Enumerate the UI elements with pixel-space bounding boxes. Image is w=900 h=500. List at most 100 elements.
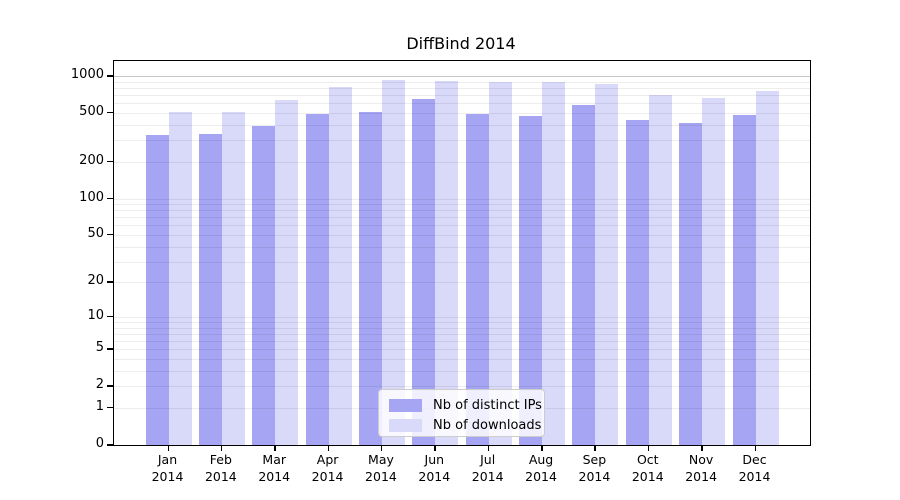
bar-downloads-sep [595, 84, 619, 445]
y-tick-mark [107, 348, 113, 350]
y-tick-mark [107, 197, 113, 199]
gridline-20 [114, 282, 810, 284]
x-tick-label-nov: Nov 2014 [673, 451, 729, 485]
gridline-7 [114, 333, 810, 335]
y-tick-label-100: 100 [79, 189, 104, 205]
bar-distinct-ips-feb [198, 133, 222, 445]
y-tick-mark [107, 281, 113, 283]
x-tick-label-jun: Jun 2014 [406, 451, 462, 485]
y-tick-label-1000: 1000 [70, 67, 104, 82]
chart-title: DiffBind 2014 [406, 34, 516, 53]
legend-label-downloads: Nb of downloads [433, 417, 542, 433]
bar-downloads-jun [435, 81, 459, 445]
y-tick-mark [107, 111, 113, 114]
bar-downloads-dec [755, 91, 779, 445]
y-tick-mark [107, 233, 113, 236]
gridline-60 [114, 225, 810, 227]
x-tick-label-mar: Mar 2014 [246, 451, 302, 485]
y-tick-mark [107, 315, 113, 318]
gridline-400 [114, 124, 810, 126]
gridline-10 [114, 316, 810, 318]
gridline-300 [114, 140, 810, 142]
x-tick-label-dec: Dec 2014 [727, 451, 783, 485]
gridline-4 [114, 359, 810, 360]
bar-downloads-mar [275, 99, 299, 445]
x-tick-mark [380, 446, 383, 451]
legend: Nb of distinct IPs Nb of downloads [378, 389, 545, 437]
month-label: Apr [316, 452, 339, 467]
x-tick-label-may: May 2014 [353, 451, 409, 485]
bar-distinct-ips-apr [305, 114, 329, 445]
x-tick-mark [594, 446, 596, 451]
year-label: 2014 [258, 469, 291, 484]
bar-downloads-jan [168, 111, 192, 445]
legend-item-downloads: Nb of downloads [389, 416, 544, 434]
x-tick-mark [167, 446, 169, 451]
month-label: Jun [424, 452, 445, 467]
bar-downloads-jul [488, 81, 512, 445]
y-tick-label-5: 5 [95, 340, 104, 356]
gridline-90 [114, 204, 810, 206]
bar-downloads-apr [328, 86, 352, 445]
bar-downloads-nov [702, 98, 726, 445]
year-label: 2014 [631, 469, 664, 484]
month-label: Jul [480, 452, 496, 467]
plot-canvas [114, 61, 810, 445]
x-tick-label-feb: Feb 2014 [193, 451, 249, 485]
year-label: 2014 [418, 469, 451, 484]
gridline-700 [114, 95, 810, 96]
y-tick-label-50: 50 [87, 225, 104, 241]
gridline-900 [114, 81, 810, 83]
bar-distinct-ips-jun [412, 99, 436, 445]
month-label: Feb [209, 452, 232, 467]
month-label: Jan [157, 452, 178, 467]
month-label: Aug [528, 452, 554, 467]
bar-downloads-may [381, 79, 405, 445]
bar-distinct-ips-mar [252, 125, 276, 445]
bar-distinct-ips-sep [572, 104, 596, 445]
bar-downloads-oct [648, 95, 672, 445]
gridline-70 [114, 217, 810, 219]
gridline-40 [114, 246, 810, 248]
month-label: Nov [688, 452, 714, 467]
bar-downloads-aug [542, 81, 566, 445]
x-tick-label-jan: Jan 2014 [140, 451, 196, 485]
bar-distinct-ips-jul [465, 113, 489, 445]
gridline-1000 [114, 76, 810, 77]
bar-downloads-feb [221, 111, 245, 445]
month-label: Sep [582, 452, 607, 467]
bar-distinct-ips-may [358, 111, 382, 445]
y-tick-label-200: 200 [79, 152, 104, 168]
x-tick-mark [274, 446, 276, 451]
x-tick-mark [327, 446, 330, 451]
x-tick-mark [434, 446, 436, 451]
x-tick-label-apr: Apr 2014 [300, 451, 356, 485]
year-label: 2014 [685, 469, 718, 484]
y-tick-mark [107, 160, 113, 163]
y-tick-mark [107, 75, 113, 77]
x-tick-mark [541, 446, 543, 451]
gridline-3 [114, 371, 810, 372]
month-label: May [368, 452, 394, 467]
year-label: 2014 [311, 469, 344, 484]
y-tick-label-10: 10 [87, 307, 104, 323]
y-tick-label-0: 0 [95, 436, 104, 451]
year-label: 2014 [365, 469, 397, 484]
year-label: 2014 [738, 469, 771, 484]
y-tick-label-500: 500 [79, 103, 104, 119]
x-tick-label-oct: Oct 2014 [620, 451, 676, 485]
gridline-5 [114, 349, 810, 351]
gridline-6 [114, 341, 810, 343]
gridline-50 [114, 235, 810, 236]
gridline-9 [114, 322, 810, 323]
month-label: Oct [636, 452, 659, 467]
x-tick-mark [701, 446, 703, 451]
bar-distinct-ips-nov [679, 122, 703, 445]
month-label: Dec [742, 452, 767, 467]
y-tick-label-2: 2 [95, 377, 104, 393]
x-tick-mark [754, 446, 756, 451]
y-tick-mark [107, 385, 113, 387]
gridline-8 [114, 327, 810, 329]
bar-distinct-ips-oct [625, 120, 649, 445]
year-label: 2014 [151, 469, 184, 484]
